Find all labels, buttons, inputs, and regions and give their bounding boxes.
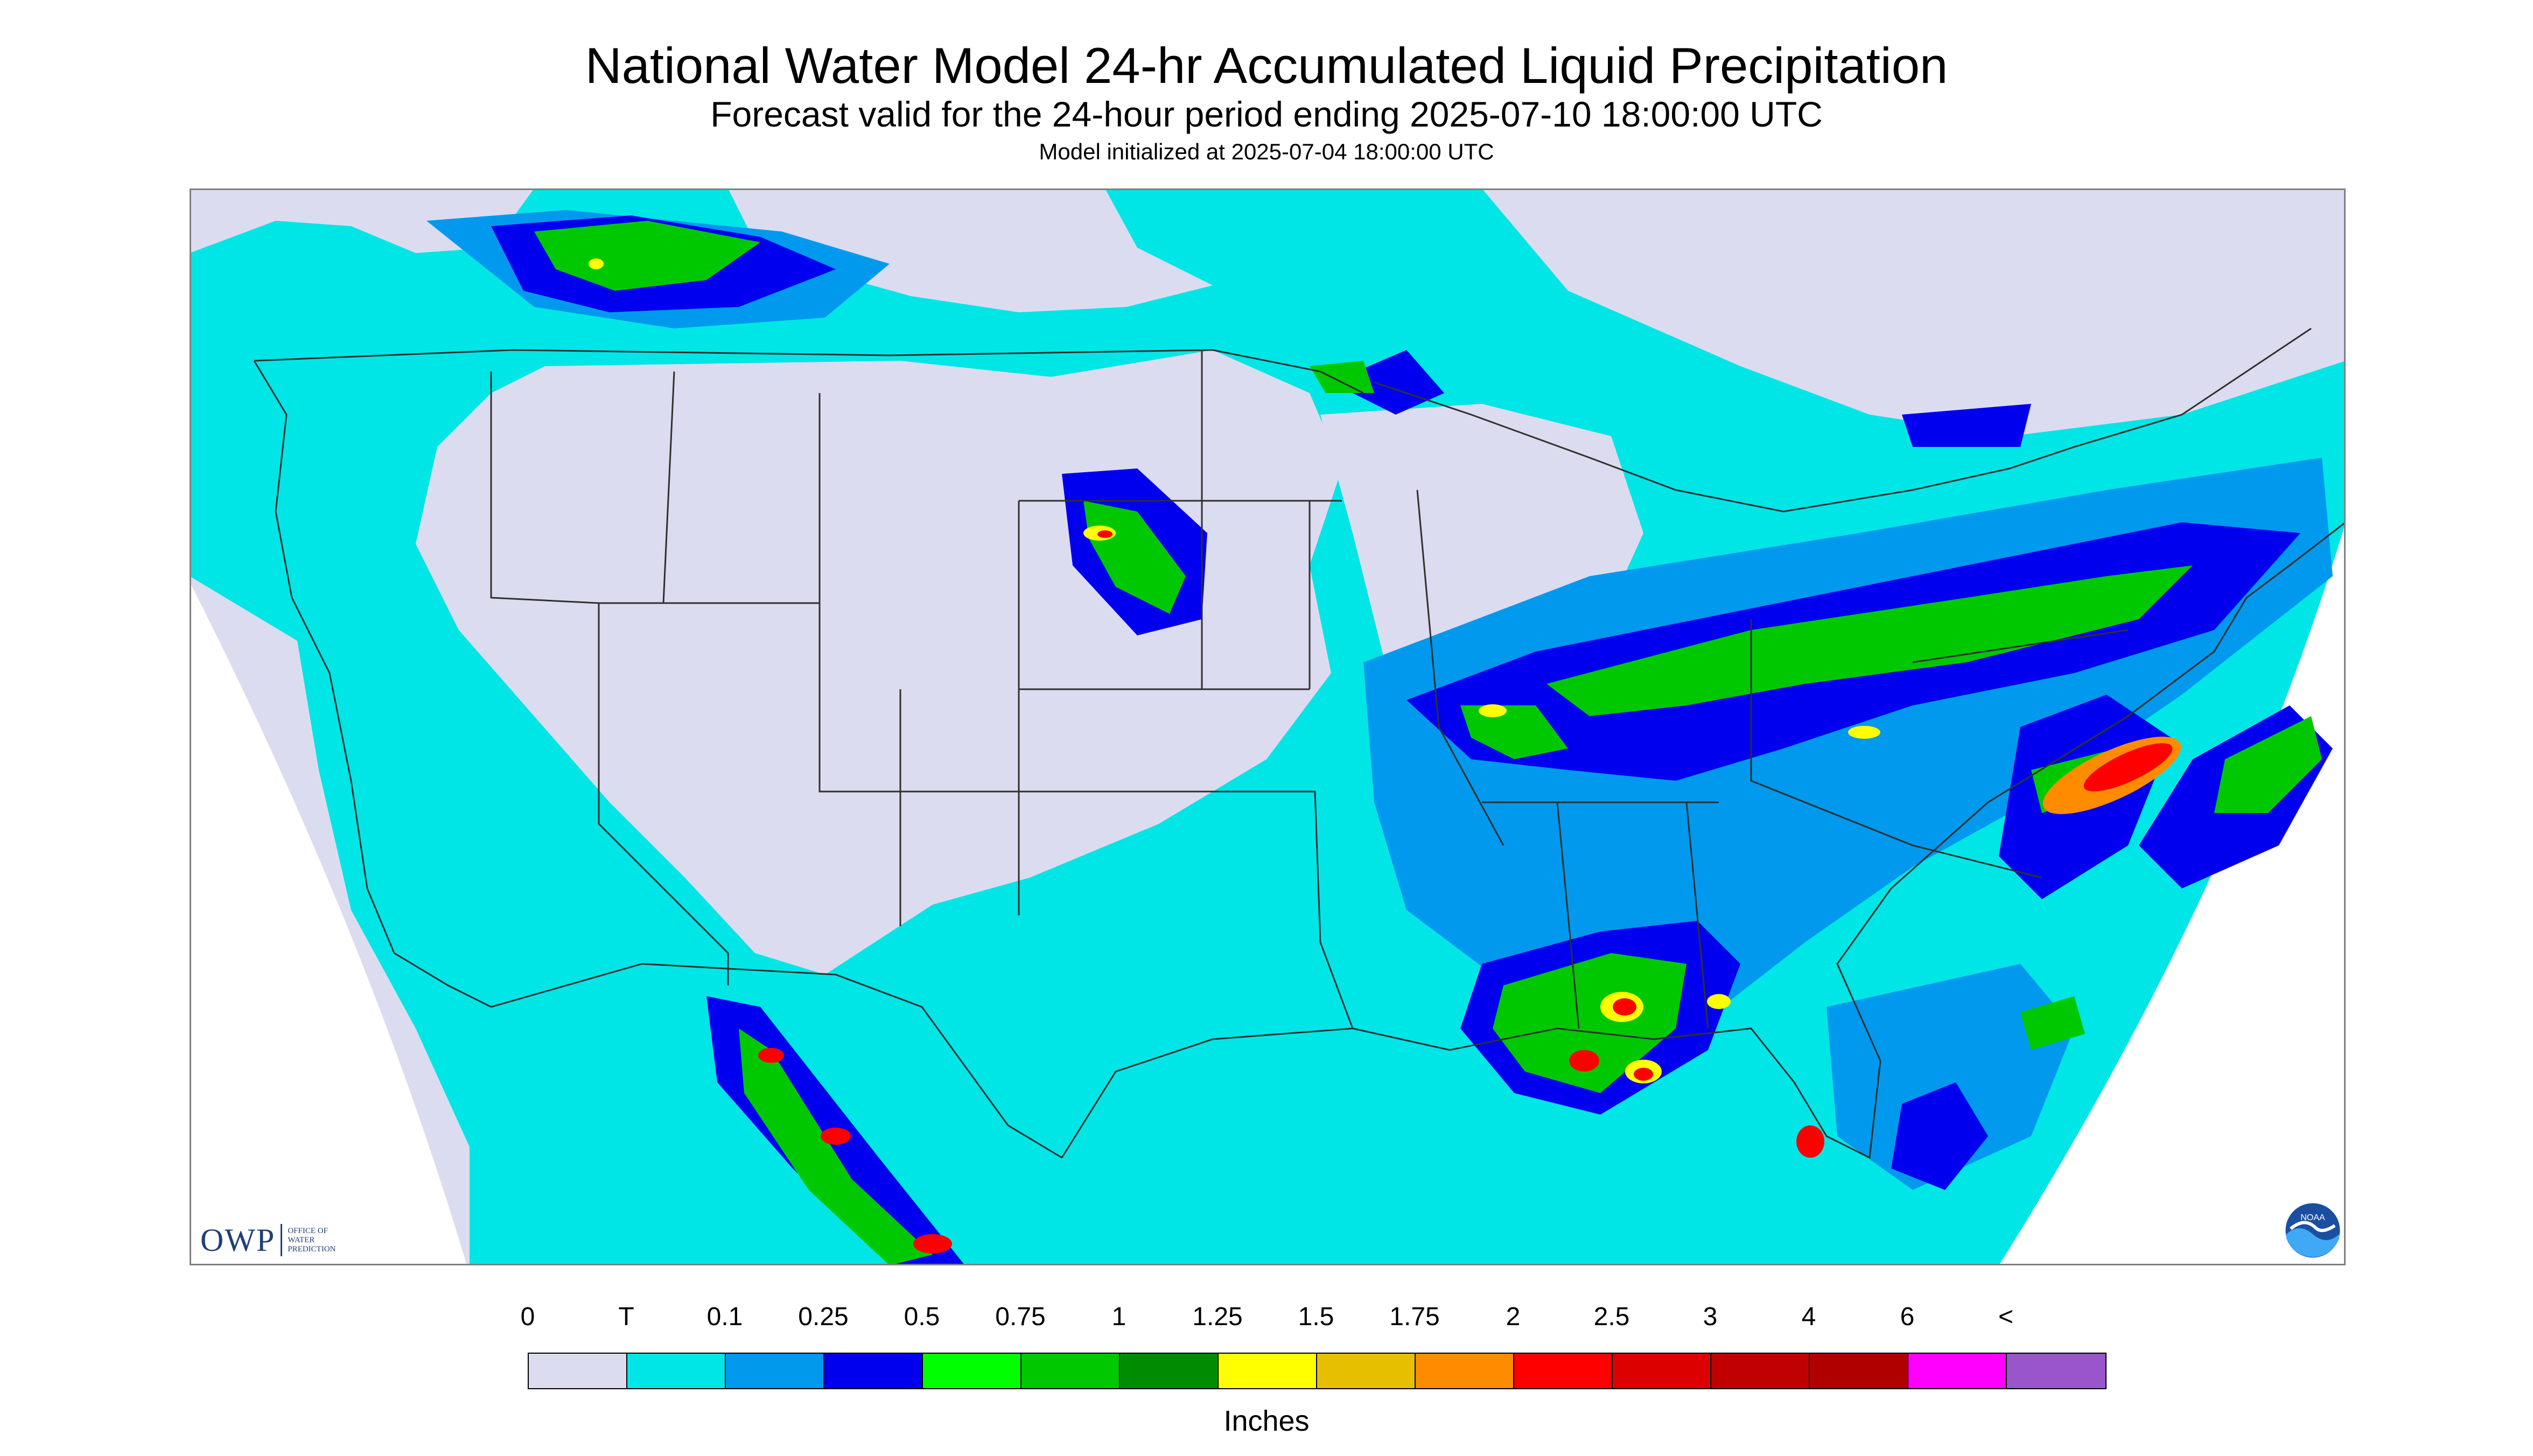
legend-swatch (1219, 1354, 1317, 1388)
boundary-lines (253, 327, 2346, 1159)
legend-swatch (824, 1354, 923, 1388)
legend-label: 3 (1703, 1303, 1718, 1331)
legend-swatch (1908, 1354, 2007, 1388)
legend-swatch (2007, 1354, 2105, 1388)
legend-swatch (1810, 1354, 1908, 1388)
owp-logo-line: OFFICE OF (288, 1226, 328, 1235)
legend-units: Inches (1223, 1405, 1310, 1437)
owp-logo-divider (281, 1224, 283, 1256)
legend-swatch (1613, 1354, 1711, 1388)
legend-color-bar (528, 1353, 2107, 1389)
owp-logo-line: PREDICTION (288, 1244, 336, 1254)
legend-swatch (1711, 1354, 1810, 1388)
legend-swatch (627, 1354, 726, 1388)
map-frame (190, 188, 2346, 1265)
forecast-valid-subtitle: Forecast valid for the 24-hour period en… (710, 94, 1823, 134)
owp-logo-text: OFFICE OF WATER PREDICTION (288, 1227, 335, 1254)
owp-logo-mark: OWP (200, 1222, 276, 1258)
legend-label: 0.75 (995, 1303, 1046, 1331)
outside-domain (190, 522, 2346, 1265)
legend-labels: 0 T 0.1 0.25 0.5 0.75 1 1.25 1.5 1.75 2 2.5 3 4 6 < (0, 1302, 2533, 1340)
legend-label: 1.75 (1389, 1303, 1440, 1331)
noaa-logo-text: NOAA (2300, 1213, 2325, 1222)
legend-swatch (1120, 1354, 1219, 1388)
legend-label: 0.25 (798, 1303, 849, 1331)
legend-swatch (1317, 1354, 1416, 1388)
map-title: National Water Model 24-hr Accumulated L… (585, 37, 1948, 94)
legend-label: 1.5 (1298, 1303, 1334, 1331)
legend-label: 0.5 (904, 1303, 940, 1331)
legend-label: 0.1 (706, 1303, 743, 1331)
legend-label: 4 (1801, 1303, 1816, 1331)
precipitation-map (190, 188, 2346, 1265)
heavy-precip-areas (534, 221, 2322, 1265)
legend-label: 2 (1506, 1303, 1521, 1331)
model-initialized-text: Model initialized at 2025-07-04 18:00:00… (1039, 139, 1494, 164)
legend-swatch (1021, 1354, 1120, 1388)
legend-swatch (1416, 1354, 1514, 1388)
legend-label: 0 (520, 1303, 535, 1331)
owp-logo: OWP OFFICE OF WATER PREDICTION (200, 1221, 336, 1259)
owp-logo-line: WATER (288, 1235, 315, 1244)
legend-swatch (923, 1354, 1021, 1388)
legend-label: < (1998, 1303, 2014, 1331)
legend-label: 1 (1111, 1303, 1126, 1331)
legend-label: 1.25 (1192, 1303, 1243, 1331)
legend-swatch (726, 1354, 824, 1388)
extreme-precip-areas (589, 258, 2181, 1254)
legend-swatch (1514, 1354, 1613, 1388)
legend-label: 6 (1900, 1303, 1915, 1331)
legend-label: T (618, 1303, 634, 1331)
legend-label: 2.5 (1593, 1303, 1630, 1331)
noaa-logo: NOAA (2283, 1201, 2342, 1260)
legend-swatch (529, 1354, 627, 1388)
